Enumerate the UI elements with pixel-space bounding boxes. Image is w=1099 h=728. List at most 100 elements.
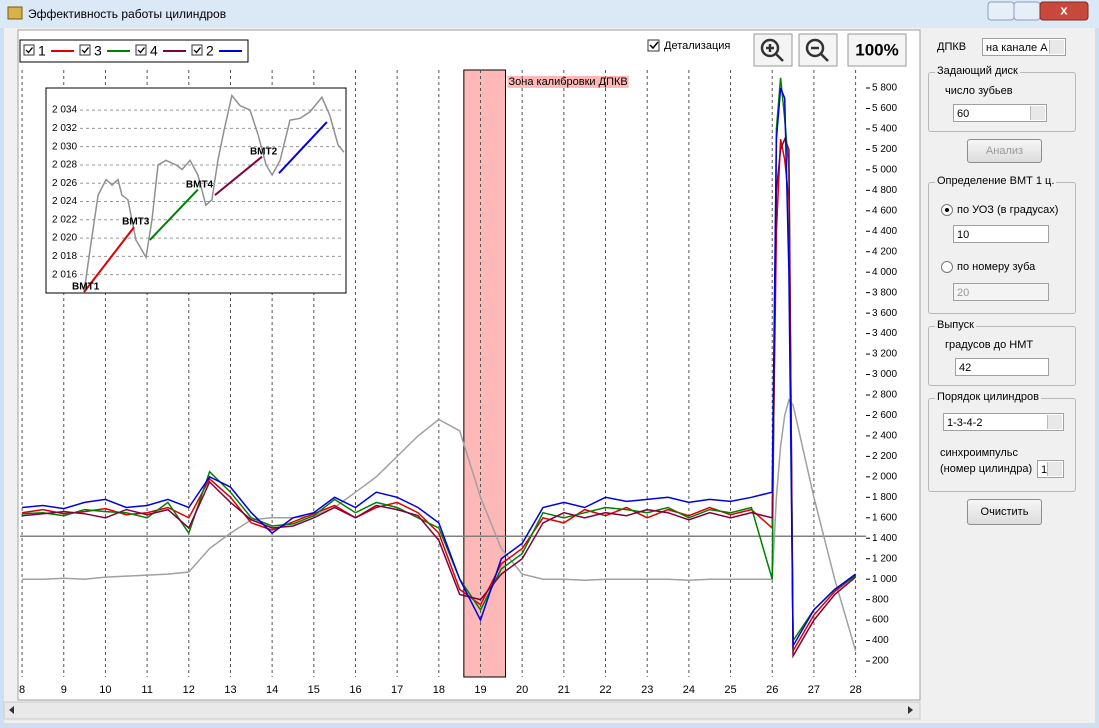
scrollbar[interactable] xyxy=(3,701,921,720)
close-icon: x xyxy=(1060,2,1068,17)
y-tick-label: 1 000 xyxy=(872,574,897,585)
radio-angle[interactable] xyxy=(941,204,953,216)
legend xyxy=(19,39,249,63)
check-mark xyxy=(137,47,146,54)
y-tick-label: 3 000 xyxy=(872,369,897,380)
legend-checkbox[interactable] xyxy=(191,44,203,56)
y-tick-label: 2 016 xyxy=(52,269,77,280)
y-tick-label: 5 200 xyxy=(872,144,897,155)
y-tick-label: 5 600 xyxy=(872,103,897,114)
app-icon xyxy=(7,6,23,20)
exhaust-group: Выпуск xyxy=(928,319,1076,386)
y-tick-label: 3 200 xyxy=(872,349,897,360)
x-tick-label: 16 xyxy=(349,684,361,696)
zone-label-bg xyxy=(507,75,629,88)
y-tick-label: 2 024 xyxy=(52,196,77,207)
exhaust-input[interactable]: 42 xyxy=(955,358,1049,376)
x-tick-label: 24 xyxy=(683,684,695,696)
y-tick-label: 1 800 xyxy=(872,492,897,503)
x-tick-label: 20 xyxy=(516,684,528,696)
zoom-reset-button[interactable] xyxy=(847,33,907,67)
x-tick-label: 21 xyxy=(558,684,570,696)
zoom-in-button[interactable] xyxy=(753,33,793,67)
zone-label: Зона калибровки ДПКВ xyxy=(509,76,628,88)
detail-checkbox[interactable] xyxy=(647,39,660,52)
series-line xyxy=(278,121,328,174)
y-tick-label: 400 xyxy=(872,635,889,646)
y-tick-label: 5 800 xyxy=(872,83,897,94)
zoom-in-glyph xyxy=(766,44,784,62)
zoom-out-button[interactable] xyxy=(798,33,838,67)
disk-group: Задающий диск xyxy=(928,65,1076,132)
analyze-button[interactable]: Анализ xyxy=(967,139,1042,163)
dpkv-select[interactable]: на канале А xyxy=(982,38,1066,56)
series-line xyxy=(22,87,857,649)
y-tick-label: 5 400 xyxy=(872,124,897,135)
legend-checkbox[interactable] xyxy=(135,44,147,56)
zoom-level: 100% xyxy=(855,40,898,59)
y-tick-label: 1 200 xyxy=(872,553,897,564)
y-tick-label: 2 018 xyxy=(52,251,77,262)
teeth-select[interactable]: 60 xyxy=(953,104,1047,122)
y-tick-label: 200 xyxy=(872,656,889,667)
order-group: Порядок цилиндров xyxy=(928,391,1076,492)
series-line xyxy=(214,155,263,196)
radio-tooth[interactable] xyxy=(941,261,953,273)
x-tick-label: 15 xyxy=(308,684,320,696)
x-tick-label: 9 xyxy=(61,684,67,696)
series-line xyxy=(22,398,857,652)
order-select[interactable]: 1-3-4-2 xyxy=(943,413,1064,431)
y-tick-label: 2 022 xyxy=(52,214,77,225)
angle-input[interactable]: 10 xyxy=(953,225,1049,243)
x-tick-label: 11 xyxy=(141,684,152,696)
maximize-button[interactable] xyxy=(1013,1,1041,21)
minimize-button[interactable] xyxy=(987,1,1015,21)
series-line xyxy=(83,226,135,293)
y-tick-label: 4 000 xyxy=(872,267,897,278)
exhaust-label: градусов до НМТ xyxy=(945,339,1034,351)
y-tick-label: 800 xyxy=(872,594,889,605)
y-tick-label: 1 600 xyxy=(872,512,897,523)
x-tick-label: 12 xyxy=(183,684,195,696)
x-tick-label: 14 xyxy=(266,684,278,696)
annotation: BMT3 xyxy=(122,217,150,228)
check-mark xyxy=(649,41,659,50)
main-chart: Зона калибровки ДПКВ 8 9 10 11 12 13 14 15 16 17 18… xyxy=(19,69,897,696)
x-tick-label: 28 xyxy=(849,684,861,696)
tooth-input[interactable]: 20 xyxy=(953,283,1049,301)
y-tick-label: 4 800 xyxy=(872,185,897,196)
check-mark xyxy=(193,47,202,54)
y-tick-label: 2 026 xyxy=(52,178,77,189)
x-tick-label: 25 xyxy=(724,684,736,696)
x-tick-label: 27 xyxy=(808,684,820,696)
y-tick-label: 4 400 xyxy=(872,226,897,237)
y-tick-label: 2 020 xyxy=(52,233,77,244)
sync-label: синхроимпульс xyxy=(940,447,1019,459)
close-button[interactable] xyxy=(1039,1,1089,21)
zoom-out-icon xyxy=(805,38,825,58)
x-tick-label: 22 xyxy=(599,684,611,696)
zoom-out-glyph xyxy=(811,46,829,62)
y-tick-label: 5 000 xyxy=(872,165,897,176)
y-tick-label: 2 200 xyxy=(872,451,897,462)
series-line xyxy=(149,188,199,241)
legend-checkbox[interactable] xyxy=(23,44,35,56)
clear-button[interactable]: Очистить xyxy=(967,499,1042,525)
legend-checkbox[interactable] xyxy=(79,44,91,56)
legend-label: 2 xyxy=(206,43,214,59)
inset-chart: 2 016 2 018 2 020 2 022 2 024 2 026 2 028 2 030… xyxy=(52,93,345,293)
y-tick-label: 2 000 xyxy=(872,471,897,482)
x-tick-label: 18 xyxy=(433,684,445,696)
group-caption: Задающий диск xyxy=(935,65,1020,77)
legend-label: 4 xyxy=(150,43,158,59)
legend-label: 3 xyxy=(94,43,102,59)
y-tick-label: 4 600 xyxy=(872,205,897,216)
sync-select[interactable]: 1 xyxy=(1037,460,1064,478)
y-tick-label: 4 200 xyxy=(872,246,897,257)
radio-tooth-label: по номеру зуба xyxy=(957,261,1036,273)
check-mark xyxy=(81,47,90,54)
group-caption: Порядок цилиндров xyxy=(935,391,1041,403)
x-tick-label: 23 xyxy=(641,684,653,696)
